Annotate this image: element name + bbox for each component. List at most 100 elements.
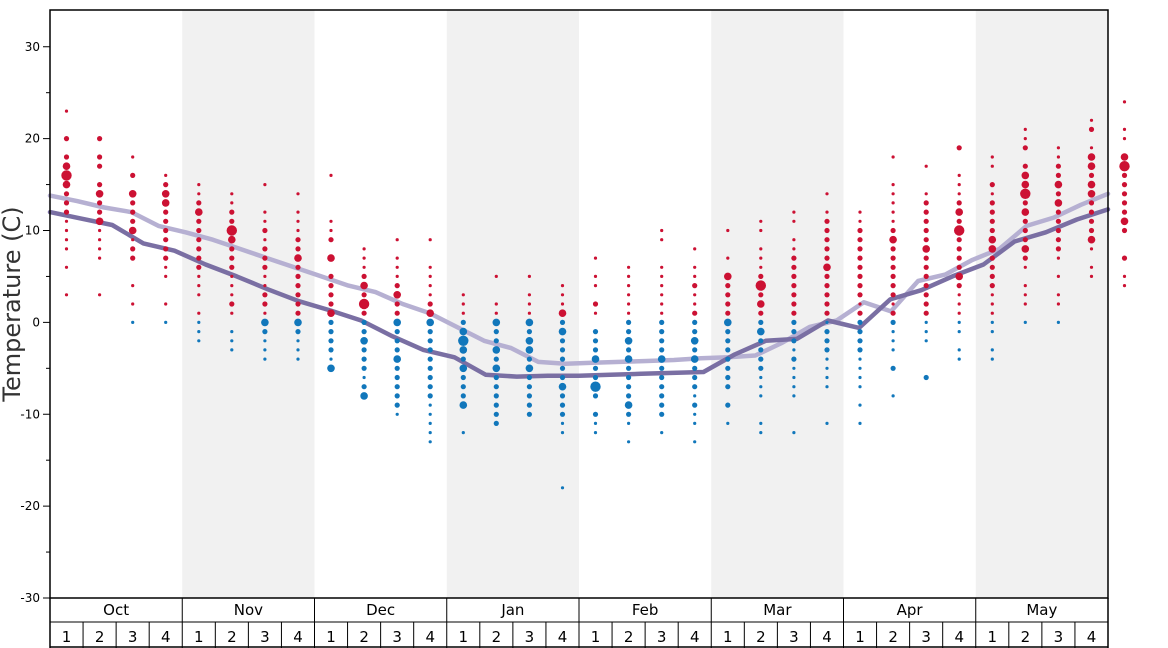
warm-dot <box>693 265 697 269</box>
warm-dot <box>329 219 333 223</box>
month-label-may: May <box>1026 601 1057 619</box>
warm-dot <box>627 302 631 306</box>
cold-dot <box>361 356 367 362</box>
warm-dot <box>1056 155 1060 159</box>
warm-dot <box>97 209 103 215</box>
warm-dot <box>197 284 201 288</box>
warm-dot <box>197 293 201 297</box>
cold-dot <box>426 318 435 327</box>
warm-dot <box>197 274 201 278</box>
cold-dot <box>394 393 400 399</box>
warm-dot <box>755 280 766 291</box>
y-tick-label: 20 <box>25 132 40 146</box>
warm-dot <box>296 192 300 196</box>
warm-dot <box>1055 191 1061 197</box>
warm-dot <box>1088 200 1095 206</box>
cold-dot <box>692 384 698 390</box>
y-axis-title: Temperature (C) <box>0 206 26 402</box>
cold-dot <box>791 329 797 335</box>
cold-dot <box>990 357 994 361</box>
warm-dot <box>230 293 234 297</box>
warm-dot <box>1089 118 1094 122</box>
warm-dot <box>63 154 70 160</box>
warm-dot <box>956 237 962 243</box>
warm-dot <box>161 199 170 207</box>
warm-dot <box>197 192 201 196</box>
warm-dot <box>196 200 202 206</box>
warm-dot <box>923 255 929 261</box>
week-label: 4 <box>1087 628 1097 646</box>
warm-dot <box>263 238 267 242</box>
warm-dot <box>891 192 895 196</box>
cold-dot <box>230 339 234 343</box>
warm-dot <box>924 192 928 196</box>
cold-dot <box>427 329 433 335</box>
warm-dot <box>792 210 796 214</box>
cold-dot <box>825 357 829 361</box>
warm-dot <box>1121 209 1128 215</box>
warm-dot <box>1087 235 1096 244</box>
cold-dot <box>659 374 665 381</box>
cold-dot <box>693 440 697 444</box>
warm-dot <box>923 264 929 270</box>
cold-dot <box>460 384 466 390</box>
warm-dot <box>693 274 697 278</box>
warm-dot <box>1121 255 1128 261</box>
cold-dot <box>493 393 499 399</box>
cold-dot <box>526 356 533 362</box>
warm-dot <box>527 274 532 278</box>
cold-dot <box>591 355 600 363</box>
warm-dot <box>128 190 137 198</box>
cold-dot <box>824 347 830 353</box>
cold-dot <box>525 337 534 345</box>
cold-dot <box>296 348 300 352</box>
warm-dot <box>792 238 796 242</box>
warm-dot <box>1054 199 1063 207</box>
cold-dot <box>559 393 566 399</box>
warm-dot <box>196 237 202 243</box>
cold-dot <box>758 338 764 344</box>
warm-dot <box>1055 237 1061 243</box>
warm-dot <box>63 191 70 197</box>
cold-dot <box>891 330 895 334</box>
warm-dot <box>923 292 929 298</box>
x-axis: Oct 1 2 3 4 Nov 1 2 3 4 Dec 1 2 3 4 Jan 1 2 3 4 Feb 1 2 3 4 Mar 1 2… <box>49 598 1109 648</box>
warm-dot <box>395 256 399 260</box>
warm-dot <box>825 192 829 196</box>
cold-dot <box>792 385 796 389</box>
warm-dot <box>98 256 102 260</box>
warm-dot <box>724 272 732 281</box>
cold-dot <box>427 365 433 371</box>
cold-dot <box>624 337 633 345</box>
cold-dot <box>427 374 433 381</box>
warm-dot <box>130 255 136 261</box>
warm-dot <box>163 209 169 215</box>
trend-lines <box>47 191 1111 379</box>
cold-dot <box>329 357 333 361</box>
warm-dot <box>791 283 797 289</box>
cold-dot <box>957 320 961 324</box>
warm-dot <box>955 208 963 216</box>
warm-dot <box>957 183 961 187</box>
cold-dot <box>428 440 432 444</box>
cold-dot <box>131 320 135 324</box>
cold-dot <box>492 364 501 373</box>
cold-dot <box>394 347 400 353</box>
cold-dot <box>791 319 797 325</box>
warm-dot <box>890 227 896 234</box>
warm-dot <box>990 311 994 315</box>
cold-dot <box>197 339 201 343</box>
warm-dot <box>1056 293 1060 297</box>
cold-dot <box>857 319 863 325</box>
warm-dot <box>957 311 961 315</box>
warm-dot <box>824 218 830 224</box>
warm-dot <box>824 283 830 289</box>
warm-dot <box>295 283 301 289</box>
warm-dot <box>989 200 995 206</box>
warm-dot <box>1055 163 1061 169</box>
cold-dot <box>230 330 234 334</box>
warm-dot <box>791 310 797 316</box>
cold-dot <box>592 365 599 371</box>
cold-dot <box>559 374 566 381</box>
warm-dot <box>230 192 234 196</box>
